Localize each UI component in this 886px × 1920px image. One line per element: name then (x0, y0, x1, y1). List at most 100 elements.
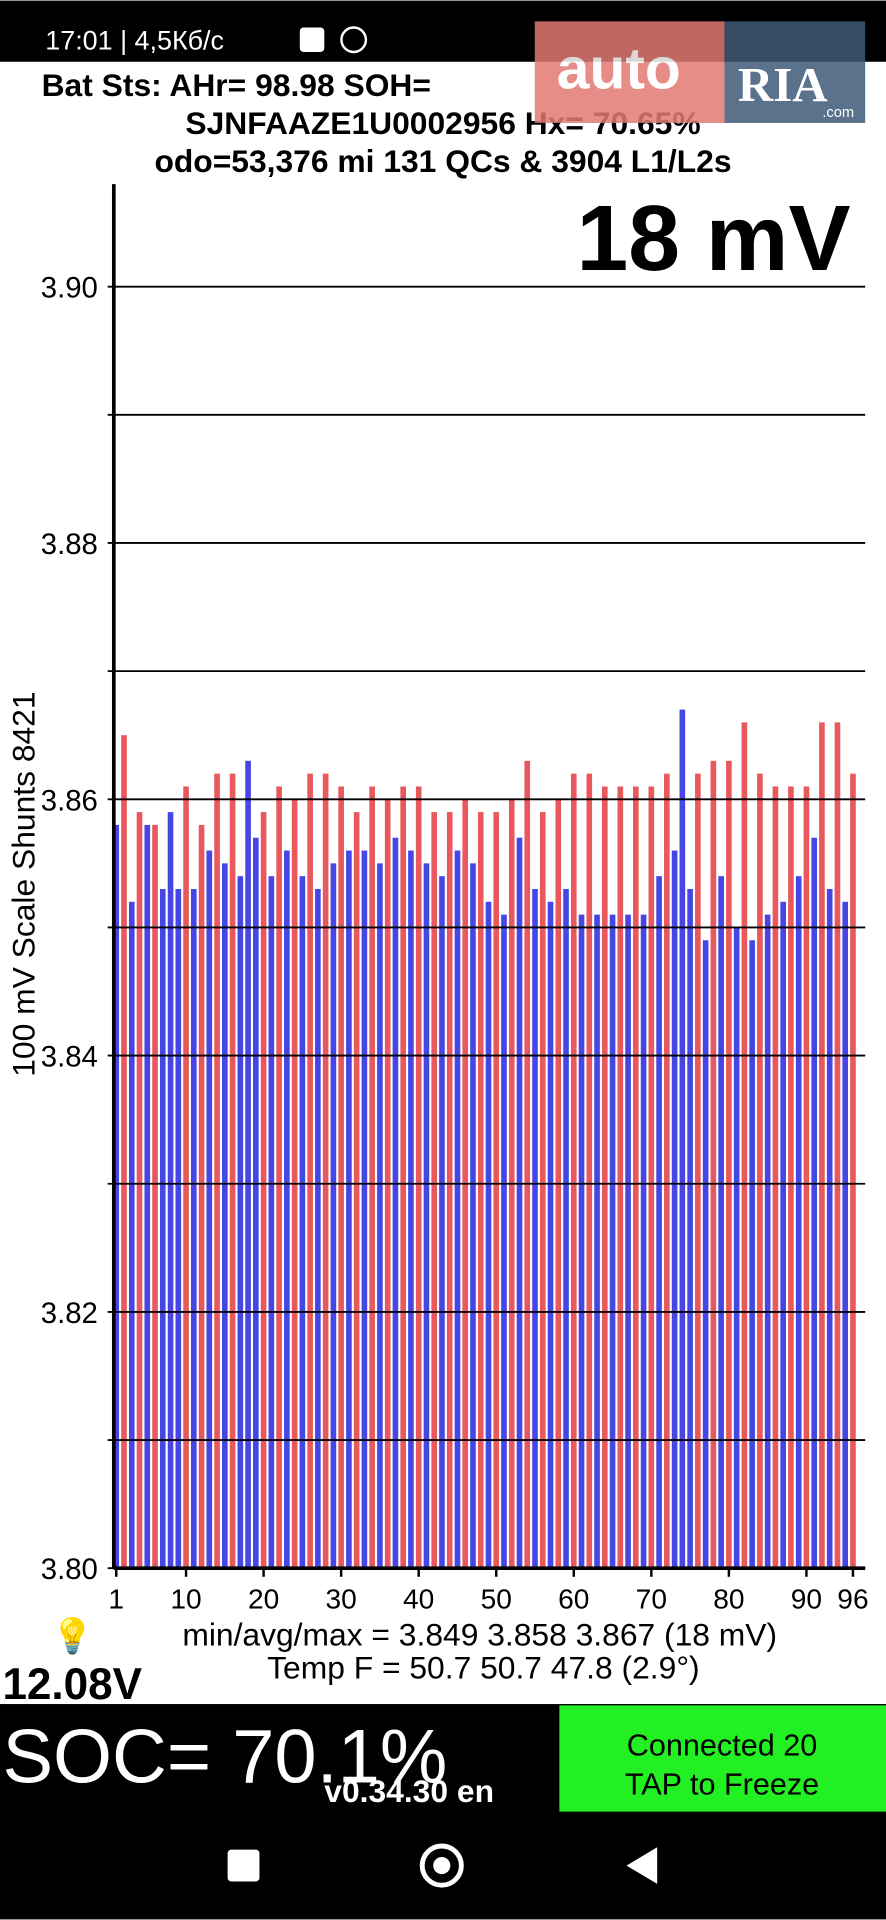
bar (539, 812, 546, 1569)
bar (454, 850, 461, 1569)
bar (733, 927, 740, 1569)
y-tick-label: 3.86 (41, 784, 98, 817)
x-tick-label: 60 (558, 1584, 589, 1615)
bar (656, 876, 662, 1569)
bar (159, 888, 166, 1569)
bar (113, 824, 120, 1569)
bar (795, 876, 802, 1569)
bar (415, 786, 422, 1569)
bar (524, 760, 531, 1569)
bar (253, 837, 259, 1569)
y-tick-label: 3.88 (41, 528, 98, 561)
stats-minmax: min/avg/max = 3.849 3.858 3.867 (18 mV) (182, 1616, 777, 1652)
bar (423, 863, 430, 1569)
bar (183, 786, 189, 1569)
watermark-text: auto (557, 37, 681, 102)
bar (764, 914, 771, 1569)
bar (245, 760, 251, 1569)
bar (563, 888, 569, 1569)
x-tick-label: 50 (481, 1584, 512, 1615)
x-tick-label: 30 (325, 1584, 356, 1615)
x-tick-label: 20 (248, 1584, 279, 1615)
bar (664, 773, 670, 1569)
bar (353, 812, 360, 1569)
bar (485, 901, 492, 1569)
bar (377, 863, 383, 1569)
button-bg[interactable] (559, 1705, 886, 1812)
x-tick-label: 70 (636, 1584, 667, 1615)
header-line3: odo=53,376 mi 131 QCs & 3904 L1/L2s (154, 143, 731, 179)
bar (299, 876, 306, 1569)
y-tick-label: 3.90 (41, 272, 98, 305)
y-tick-label: 3.84 (41, 1041, 98, 1074)
y-tick-label: 3.82 (41, 1297, 98, 1330)
bar (772, 786, 779, 1569)
bar (687, 888, 693, 1569)
bar (578, 914, 585, 1569)
version: v0.34.30 en (324, 1773, 494, 1809)
bar (369, 786, 375, 1569)
bar (175, 888, 182, 1569)
spread-label: 18 mV (576, 186, 850, 290)
nav-recents[interactable] (227, 1849, 260, 1882)
button-text[interactable]: Connected 20 (627, 1728, 817, 1762)
button-text[interactable]: TAP to Freeze (625, 1768, 819, 1802)
stats-temp: Temp F = 50.7 50.7 47.8 (2.9°) (267, 1649, 700, 1685)
nav-home[interactable] (419, 1843, 464, 1888)
bar (601, 786, 608, 1569)
bar (167, 812, 174, 1569)
bar (477, 812, 484, 1569)
x-tick-label: 90 (791, 1584, 822, 1615)
bar (757, 773, 763, 1569)
bar (850, 773, 856, 1569)
x-tick-label: 96 (837, 1584, 868, 1615)
bar (710, 760, 717, 1569)
watermark-text: RIA (738, 57, 828, 112)
x-tick-label: 80 (713, 1584, 744, 1615)
plot: 3.80 3.82 3.84 3.86 3.88 3.90 1 10 20 30 40 50 60 70 8… (41, 184, 869, 1615)
bar (439, 876, 445, 1569)
bar (408, 850, 414, 1569)
bar (640, 914, 647, 1569)
freeze-button[interactable]: Connected 20 TAP to Freeze (559, 1705, 886, 1812)
bar (803, 786, 810, 1569)
bar (826, 888, 833, 1569)
bar (718, 876, 724, 1569)
bar (780, 901, 786, 1569)
bar (532, 888, 538, 1569)
header-line1: Bat Sts: AHr= 98.98 SOH= (42, 67, 431, 103)
bar (609, 914, 616, 1569)
bar (144, 824, 151, 1569)
x-tick-label: 40 (403, 1584, 434, 1615)
bar (741, 722, 748, 1569)
bar (338, 786, 344, 1569)
bar (625, 914, 631, 1569)
bar (315, 888, 321, 1569)
bar (136, 812, 143, 1569)
bar (648, 786, 655, 1569)
x-tick-label: 1 (108, 1584, 124, 1615)
bar (702, 940, 709, 1569)
nav-back[interactable] (626, 1847, 658, 1884)
bar (260, 812, 267, 1569)
bar (586, 773, 593, 1569)
bar (121, 735, 127, 1569)
bar (128, 901, 135, 1569)
bar (671, 850, 678, 1569)
nav-home-dot[interactable] (433, 1857, 451, 1875)
bar (276, 786, 282, 1569)
bar (493, 812, 500, 1569)
y-tick-label: 3.80 (41, 1553, 98, 1586)
bar (152, 824, 158, 1569)
bar (392, 837, 399, 1569)
bar (749, 940, 755, 1569)
bar (322, 773, 329, 1569)
status-icon (340, 26, 368, 54)
bar (516, 837, 523, 1569)
bar (198, 824, 205, 1569)
bar (214, 773, 220, 1569)
bar (268, 876, 275, 1569)
bar (501, 914, 507, 1569)
